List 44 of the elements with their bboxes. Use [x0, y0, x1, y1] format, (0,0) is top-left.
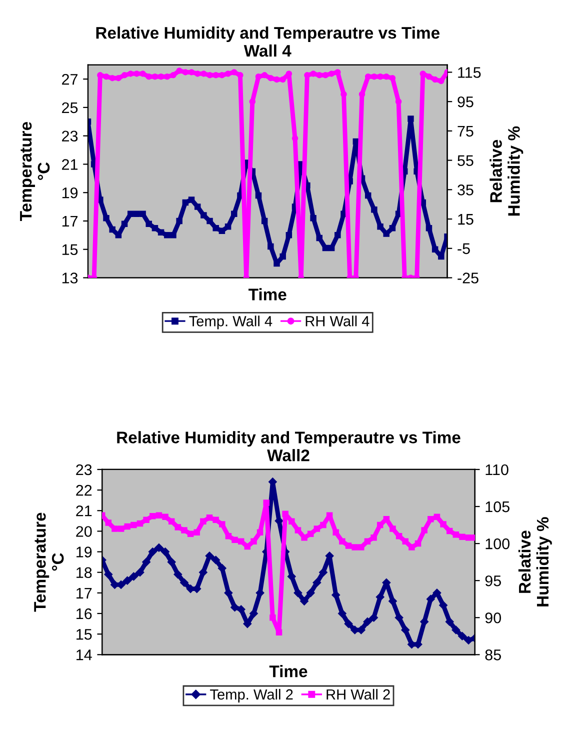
y2-tick-label: 95 [458, 96, 474, 108]
legend-label: Temp. Wall 4 [189, 316, 272, 330]
y2-tick-label: 35 [458, 184, 474, 196]
y2-tick-label: 110 [486, 464, 508, 476]
y2-tick-label: 55 [458, 155, 474, 166]
y2-tick-label: 95 [485, 575, 501, 586]
y2-tick-label: 75 [458, 126, 474, 137]
y2-tick-label: -25 [458, 272, 478, 284]
y-tick-label: 22 [76, 484, 92, 496]
y-tick-label: 23 [62, 130, 78, 142]
y-tick-label: 16 [76, 608, 92, 620]
legend-label: RH Wall 2 [326, 688, 390, 700]
y-tick-label: 21 [76, 505, 92, 516]
x-axis-title: Time [269, 665, 308, 678]
y-tick-label: 17 [62, 216, 78, 227]
y2-tick-label: -5 [458, 243, 470, 254]
y2-tick-label: 100 [486, 538, 510, 550]
y-tick-label: 20 [76, 526, 92, 537]
y-tick-label: 15 [76, 629, 92, 640]
y2-tick-label: 85 [485, 650, 501, 660]
y-tick-label: 27 [62, 74, 78, 85]
y-tick-label: 17 [76, 588, 92, 598]
x-axis-title: Time [248, 288, 286, 300]
y-tick-label: 14 [76, 650, 92, 660]
legend-label: Temp. Wall 2 [210, 688, 293, 703]
chart-title: Relative Humidity and Temperautre vs Time Wall2 [117, 431, 460, 462]
y-tick-label: 13 [62, 272, 78, 284]
y-tick-label: 21 [62, 159, 78, 170]
y2-tick-label: 15 [458, 214, 474, 225]
chart-title: Relative Humidity and Temperautre vs Time Wall 4 [96, 26, 440, 57]
y-tick-label: 18 [76, 567, 92, 578]
y2-axis-title: Relative Humidity % [518, 517, 552, 606]
y2-axis-title: Relative Humidity % [490, 126, 524, 216]
y-axis-title: Temperature °C [20, 122, 50, 221]
y-tick-label: 25 [62, 102, 78, 114]
y-tick-label: 15 [62, 244, 78, 256]
y-axis-title: Temperature °C [34, 512, 64, 612]
y-tick-label: 19 [62, 187, 78, 198]
y2-tick-label: 105 [486, 501, 510, 512]
y2-tick-label: 115 [458, 67, 481, 78]
y-tick-label: 23 [76, 464, 92, 476]
y2-tick-label: 90 [485, 612, 502, 624]
legend-label: RH Wall 4 [306, 316, 370, 326]
y-tick-label: 19 [76, 546, 92, 558]
